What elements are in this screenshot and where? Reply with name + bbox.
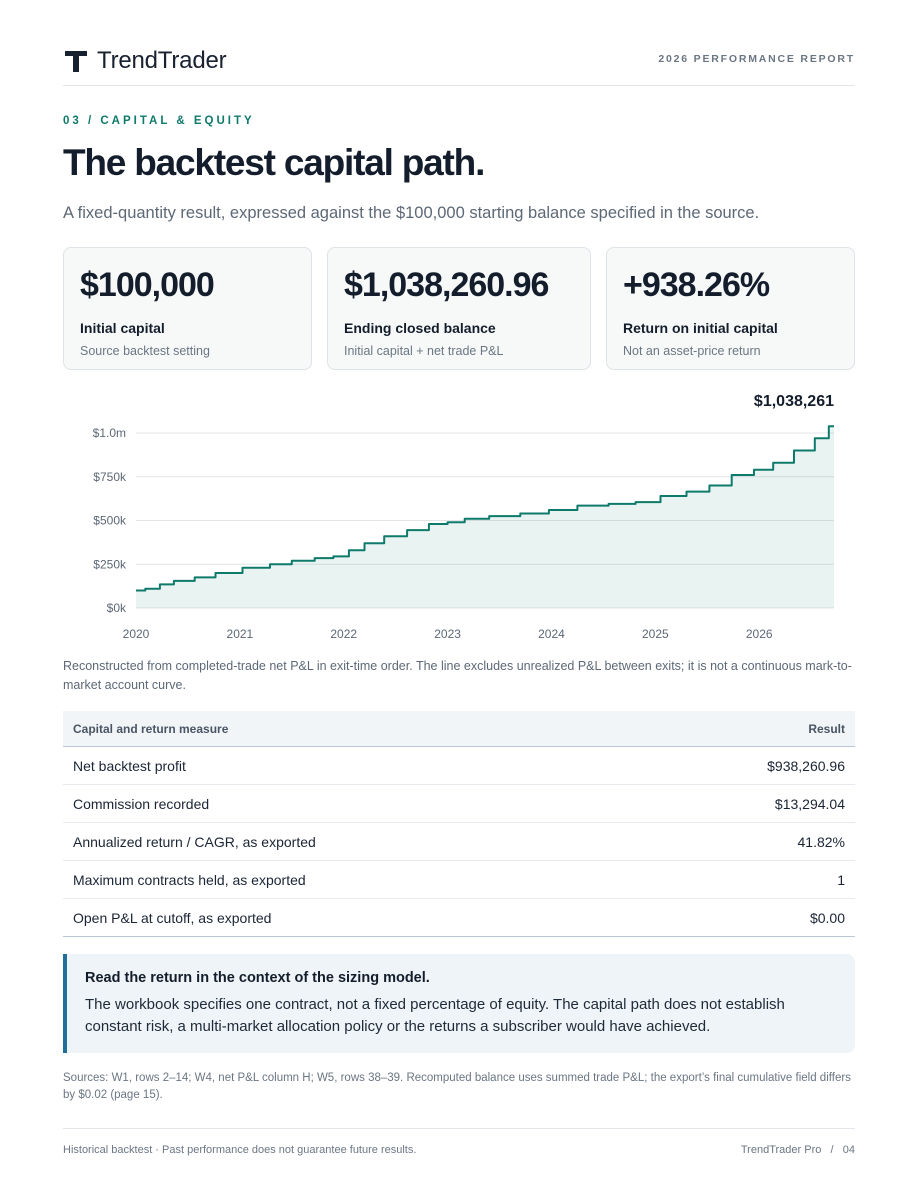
equity-line bbox=[136, 425, 834, 592]
kpi-label: Initial capital bbox=[80, 320, 165, 336]
x-tick-label: 2026 bbox=[746, 627, 773, 641]
kpi-label: Ending closed balance bbox=[344, 320, 496, 336]
row-value: 1 bbox=[837, 871, 845, 888]
kpi-card-initial-capital: $100,000 Initial capital Source backtest… bbox=[63, 247, 312, 370]
kpi-card-return: +938.26% Return on initial capital Not a… bbox=[606, 247, 855, 370]
table-row: Annualized return / CAGR, as exported 41… bbox=[63, 823, 855, 861]
sizing-callout: Read the return in the context of the si… bbox=[63, 954, 855, 1053]
row-value: 41.82% bbox=[797, 833, 845, 850]
column-header-measure: Capital and return measure bbox=[73, 721, 229, 736]
section-eyebrow: 03 / CAPITAL & EQUITY bbox=[63, 115, 255, 127]
equity-curve-chart: $0k $250k $500k $750k $1.0m 2020 2021 2022 2023 2… bbox=[93, 393, 834, 641]
kpi-card-ending-balance: $1,038,260.96 Ending closed balance Init… bbox=[327, 247, 591, 370]
footer-page-number: TrendTrader Pro / 04 bbox=[740, 1144, 855, 1156]
page-footer: Historical backtest · Past performance d… bbox=[63, 1128, 855, 1156]
callout-body: The workbook specifies one contract, not… bbox=[85, 996, 785, 1035]
report-label: 2026 PERFORMANCE REPORT bbox=[658, 53, 855, 65]
kpi-sublabel: Not an asset-price return bbox=[623, 344, 761, 358]
x-tick-label: 2023 bbox=[434, 627, 461, 641]
callout-title: Read the return in the context of the si… bbox=[85, 970, 430, 986]
sources-note: Sources: W1, rows 2–14; W4, net P&L colu… bbox=[63, 1072, 851, 1101]
row-value: $938,260.96 bbox=[767, 757, 845, 774]
y-tick-label: $500k bbox=[93, 514, 127, 528]
table-header: Capital and return measure Result bbox=[63, 711, 855, 747]
kpi-value: $1,038,260.96 bbox=[344, 266, 549, 304]
row-label: Maximum contracts held, as exported bbox=[73, 871, 306, 888]
kpi-value: $100,000 bbox=[80, 266, 215, 304]
row-value: $13,294.04 bbox=[774, 795, 845, 812]
kpi-sublabel: Source backtest setting bbox=[80, 344, 210, 358]
kpi-sublabel: Initial capital + net trade P&L bbox=[344, 344, 504, 358]
kpi-label: Return on initial capital bbox=[623, 320, 778, 336]
y-tick-label: $250k bbox=[93, 557, 127, 571]
brand-logo: TrendTrader bbox=[63, 46, 227, 76]
footer-disclaimer: Historical backtest · Past performance d… bbox=[63, 1144, 417, 1156]
row-label: Open P&L at cutoff, as exported bbox=[73, 909, 272, 926]
x-tick-label: 2021 bbox=[227, 627, 254, 641]
capital-table: Capital and return measure Result Net ba… bbox=[63, 711, 855, 937]
x-tick-label: 2020 bbox=[123, 627, 150, 641]
x-tick-label: 2025 bbox=[642, 627, 669, 641]
kpi-value: +938.26% bbox=[623, 266, 770, 304]
column-header-result: Result bbox=[808, 721, 845, 736]
table-row: Net backtest profit $938,260.96 bbox=[63, 747, 855, 785]
y-tick-label: $0k bbox=[107, 601, 127, 615]
equity-area bbox=[136, 426, 834, 608]
page-title: The backtest capital path. bbox=[63, 142, 485, 183]
table-row: Commission recorded $13,294.04 bbox=[63, 785, 855, 823]
row-label: Commission recorded bbox=[73, 795, 210, 812]
row-label: Annualized return / CAGR, as exported bbox=[73, 833, 316, 850]
page-header: TrendTrader 2026 PERFORMANCE REPORT bbox=[63, 44, 855, 86]
y-tick-label: $1.0m bbox=[93, 426, 126, 440]
table-row: Maximum contracts held, as exported 1 bbox=[63, 861, 855, 899]
brand-name: TrendTrader bbox=[97, 47, 227, 74]
trendtrader-logo-icon bbox=[65, 51, 87, 72]
row-label: Net backtest profit bbox=[73, 757, 186, 774]
x-tick-label: 2022 bbox=[330, 627, 357, 641]
page-subtitle: A fixed-quantity result, expressed again… bbox=[63, 204, 760, 222]
chart-note: Reconstructed from completed-trade net P… bbox=[63, 659, 852, 692]
x-tick-label: 2024 bbox=[538, 627, 565, 641]
end-value-label: $1,038,261 bbox=[754, 393, 834, 410]
row-value: $0.00 bbox=[809, 909, 845, 926]
table-row: Open P&L at cutoff, as exported $0.00 bbox=[63, 899, 855, 937]
y-tick-label: $750k bbox=[93, 470, 127, 484]
